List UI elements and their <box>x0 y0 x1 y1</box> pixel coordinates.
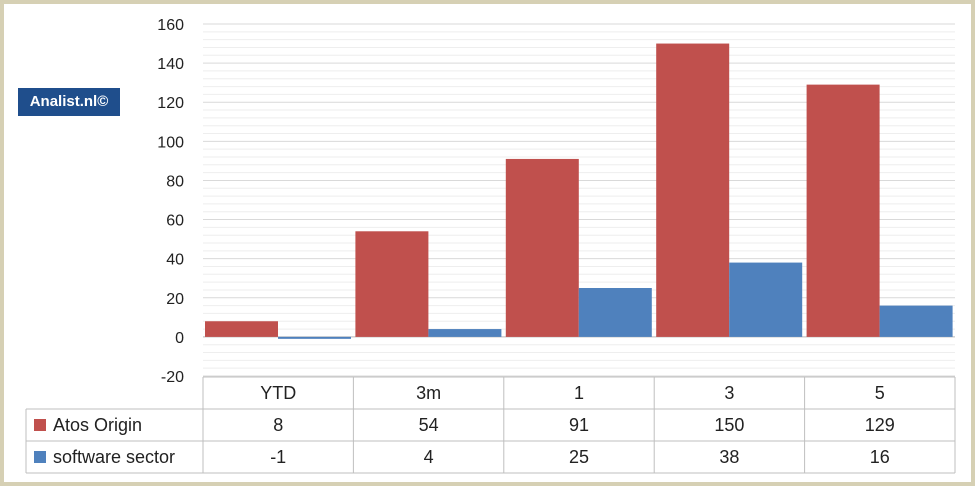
bar <box>879 305 953 337</box>
y-tick-label: -20 <box>161 369 184 386</box>
category-label: 3 <box>724 383 734 403</box>
data-label: 91 <box>569 415 589 435</box>
category-label: 3m <box>416 383 441 403</box>
brand-badge: Analist.nl© <box>18 88 120 116</box>
y-tick-label: 100 <box>157 134 184 151</box>
bar <box>729 262 803 337</box>
y-tick-label: 0 <box>175 330 184 347</box>
data-label: 38 <box>719 447 739 467</box>
data-label: 25 <box>569 447 589 467</box>
legend-swatch <box>34 451 46 463</box>
y-tick-label: 140 <box>157 56 184 73</box>
legend-label: Atos Origin <box>53 415 142 435</box>
bar <box>355 231 429 337</box>
bar <box>578 288 652 337</box>
y-tick-label: 160 <box>157 17 184 34</box>
category-label: YTD <box>260 383 296 403</box>
data-label: 54 <box>419 415 439 435</box>
category-label: 5 <box>875 383 885 403</box>
data-label: 16 <box>870 447 890 467</box>
bars <box>205 43 953 339</box>
bar <box>656 43 730 337</box>
bar <box>505 158 579 337</box>
data-label: 129 <box>865 415 895 435</box>
data-label: 4 <box>424 447 434 467</box>
legend-swatch <box>34 419 46 431</box>
bar <box>806 84 880 337</box>
legend-label: software sector <box>53 447 175 467</box>
y-tick-label: 40 <box>166 252 184 269</box>
data-label: 8 <box>273 415 283 435</box>
bar <box>278 336 351 339</box>
bar <box>428 329 502 337</box>
y-axis: -20 0 20 40 60 80 100 120 140 160 <box>157 17 184 386</box>
data-label: -1 <box>270 447 286 467</box>
y-tick-label: 80 <box>166 173 184 190</box>
y-tick-label: 120 <box>157 95 184 112</box>
category-label: 1 <box>574 383 584 403</box>
y-tick-label: 60 <box>166 213 184 230</box>
data-table: YTD 3m 1 3 5 Atos Origin 8 54 91 150 129 software s… <box>25 376 956 474</box>
y-tick-label: 20 <box>166 291 184 308</box>
data-label: 150 <box>714 415 744 435</box>
bar <box>205 321 278 337</box>
